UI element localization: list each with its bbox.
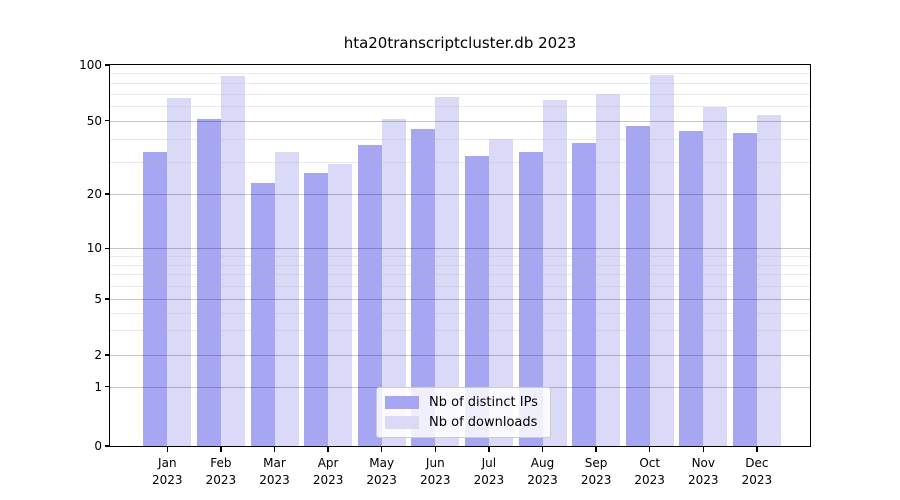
y-tick-label-20: 20: [86, 187, 102, 201]
y-tick-label-50: 50: [86, 113, 102, 128]
bar-nov-distinct-ips: [679, 130, 704, 446]
gridline-minor-9: [110, 256, 810, 258]
bar-mar-distinct-ips: [250, 182, 275, 446]
x-tick-label-jun: Jun 2023: [420, 456, 451, 487]
y-tick-mark-2: [105, 354, 110, 356]
x-tick-label-may: May 2023: [366, 456, 397, 487]
legend-label: Nb of distinct IPs: [429, 395, 538, 410]
x-tick-label-apr: Apr 2023: [312, 456, 344, 487]
gridline-minor-60: [110, 106, 810, 108]
x-tick-mark-oct: [648, 447, 651, 452]
bar-sep-downloads: [596, 93, 621, 446]
bar-dec-downloads: [756, 114, 781, 446]
bar-jan-downloads: [167, 98, 192, 446]
y-tick-mark-1: [105, 385, 110, 388]
legend-swatch-downloads: [385, 416, 419, 429]
bar-sep-distinct-ips: [572, 142, 597, 446]
x-tick-mark-sep: [595, 447, 597, 452]
x-tick-label-sep: Sep 2023: [580, 456, 612, 487]
x-tick-label-jan: Jan 2023: [152, 456, 183, 487]
legend: Nb of distinct IPs Nb of downloads: [376, 387, 551, 438]
x-tick-mark-jun: [434, 447, 437, 452]
bar-dec-distinct-ips: [732, 132, 757, 446]
x-tick-mark-aug: [541, 447, 544, 452]
gridline-minor-7: [110, 274, 810, 276]
x-tick-label-jul: Jul 2023: [473, 456, 505, 487]
legend-swatch-distinct-ips: [385, 396, 419, 409]
gridline-minor-40: [110, 138, 810, 140]
bar-feb-downloads: [220, 76, 245, 446]
bar-nov-downloads: [703, 107, 728, 446]
x-tick-label-aug: Aug 2023: [527, 456, 558, 487]
x-tick-label-feb: Feb 2023: [205, 456, 237, 487]
y-tick-mark-5: [105, 298, 110, 300]
gridline-minor-3: [110, 330, 810, 332]
chart-title: hta20transcriptcluster.db 2023: [343, 34, 577, 52]
x-tick-mark-may: [380, 447, 383, 452]
y-tick-label-2: 2: [94, 348, 102, 363]
y-tick-label-0: 0: [94, 439, 102, 453]
y-tick-mark-50: [105, 119, 110, 122]
gridline-major-2: [110, 355, 810, 357]
x-tick-mark-dec: [756, 447, 758, 452]
bar-oct-downloads: [649, 75, 674, 446]
y-tick-label-5: 5: [94, 292, 102, 306]
gridline-minor-90: [110, 73, 810, 75]
y-tick-mark-100: [105, 64, 110, 66]
x-tick-mark-nov: [702, 447, 705, 452]
bar-apr-distinct-ips: [304, 173, 329, 446]
bar-feb-distinct-ips: [196, 119, 221, 446]
gridline-major-20: [110, 194, 810, 195]
y-tick-label-1: 1: [94, 379, 102, 394]
x-tick-mark-feb: [220, 447, 222, 452]
y-tick-mark-0: [105, 445, 110, 447]
gridline-major-10: [110, 248, 810, 250]
x-tick-mark-jan: [166, 447, 169, 452]
legend-item-downloads: Nb of downloads: [385, 415, 538, 430]
y-tick-label-100: 100: [79, 58, 102, 72]
gridline-major-5: [110, 299, 810, 300]
gridline-minor-4: [110, 312, 810, 314]
gridline-major-50: [110, 120, 810, 122]
legend-item-distinct-ips: Nb of distinct IPs: [385, 395, 538, 410]
y-tick-label-10: 10: [86, 241, 102, 256]
bar-mar-downloads: [274, 151, 299, 446]
plot-area: Nb of distinct IPs Nb of downloads: [109, 64, 811, 447]
x-tick-label-dec: Dec 2023: [741, 456, 773, 487]
gridline-minor-8: [110, 264, 810, 266]
gridline-minor-30: [110, 161, 810, 163]
x-tick-mark-mar: [273, 447, 276, 452]
legend-label: Nb of downloads: [429, 415, 538, 430]
gridline-minor-80: [110, 82, 810, 84]
gridline-minor-6: [110, 285, 810, 287]
x-tick-mark-jul: [488, 447, 490, 452]
bar-apr-downloads: [328, 164, 353, 446]
bar-oct-distinct-ips: [625, 125, 650, 446]
x-tick-mark-apr: [327, 447, 329, 452]
gridline-minor-70: [110, 93, 810, 95]
bar-jan-distinct-ips: [143, 151, 168, 446]
x-tick-label-oct: Oct 2023: [634, 456, 665, 487]
x-tick-label-mar: Mar 2023: [259, 456, 290, 487]
y-tick-mark-10: [105, 247, 110, 250]
x-tick-label-nov: Nov 2023: [688, 456, 719, 487]
y-tick-mark-20: [105, 193, 110, 195]
